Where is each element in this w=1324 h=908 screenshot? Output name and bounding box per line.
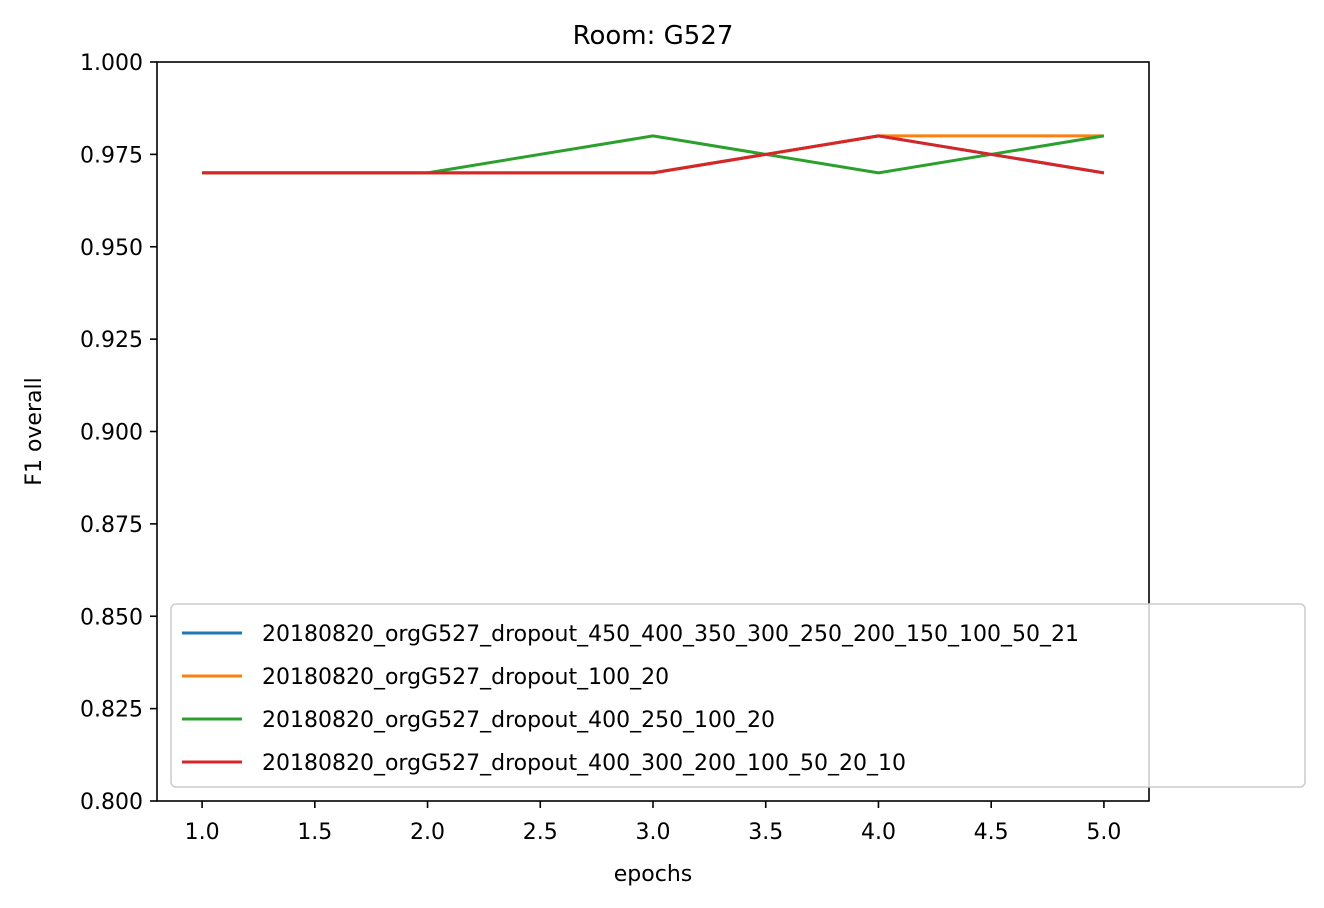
series-line-3 [202, 134, 1105, 175]
series-line-2 [202, 134, 1104, 175]
y-tick-label: 0.850 [80, 605, 143, 630]
x-tick-label: 5.0 [1086, 820, 1121, 845]
legend-label: 20180820_orgG527_dropout_400_300_200_100… [262, 751, 906, 776]
legend-label: 20180820_orgG527_dropout_450_400_350_300… [262, 622, 1079, 647]
chart-title: Room: G527 [573, 21, 734, 51]
x-axis-title: epochs [614, 862, 692, 887]
x-tick-label: 3.0 [636, 820, 671, 845]
y-tick-label: 0.800 [80, 790, 143, 815]
y-axis: 0.800 0.825 0.850 0.875 0.900 0.925 0.950 0.975… [80, 51, 157, 815]
x-tick-label: 2.5 [523, 820, 558, 845]
series-line-4 [202, 134, 1105, 175]
x-tick-label: 1.0 [185, 820, 220, 845]
x-tick-label: 1.5 [297, 820, 332, 845]
y-tick-label: 1.000 [80, 51, 143, 76]
y-tick-label: 0.975 [80, 143, 143, 168]
x-tick-label: 4.5 [974, 820, 1009, 845]
y-tick-label: 0.875 [80, 513, 143, 538]
x-axis: 1.0 1.5 2.0 2.5 3.0 3.5 4.0 4.5 5.0 [185, 801, 1121, 845]
legend-box [170, 603, 1306, 788]
y-axis-title: F1 overall [22, 377, 47, 485]
y-tick-label: 0.825 [80, 698, 143, 723]
legend: 20180820_orgG527_dropout_450_400_350_300… [170, 603, 1306, 788]
x-tick-label: 4.0 [861, 820, 896, 845]
series-lines [202, 134, 1105, 175]
x-tick-label: 2.0 [410, 820, 445, 845]
legend-label: 20180820_orgG527_dropout_400_250_100_20 [262, 708, 775, 733]
x-tick-label: 3.5 [748, 820, 783, 845]
y-tick-label: 0.925 [80, 328, 143, 353]
y-tick-label: 0.900 [80, 421, 143, 446]
series-line-1 [202, 134, 1105, 175]
legend-label: 20180820_orgG527_dropout_100_20 [262, 665, 669, 690]
y-tick-label: 0.950 [80, 236, 143, 261]
